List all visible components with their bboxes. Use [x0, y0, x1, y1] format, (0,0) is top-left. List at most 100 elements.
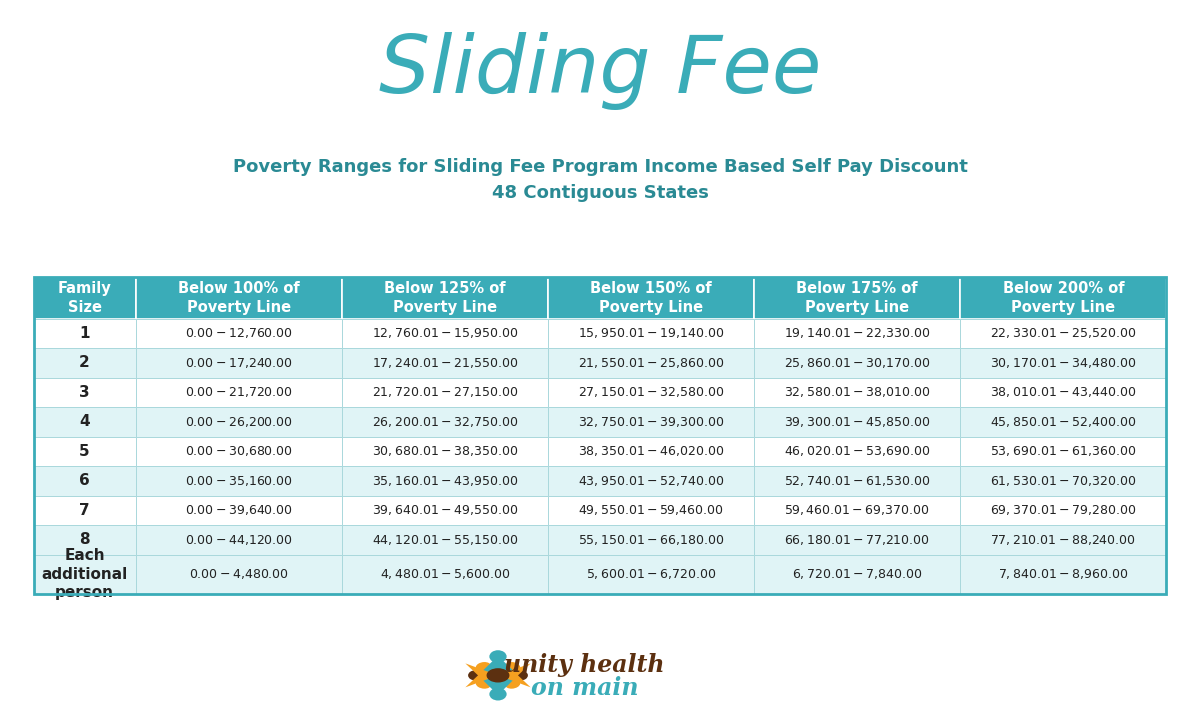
- Text: $0.00   -   $39,640.00: $0.00 - $39,640.00: [185, 503, 293, 518]
- Bar: [754, 467, 960, 495]
- Text: $0.00   -   $12,760.00: $0.00 - $12,760.00: [185, 326, 293, 341]
- Text: Below 150% of
Poverty Line: Below 150% of Poverty Line: [590, 281, 712, 315]
- Bar: [34, 467, 136, 495]
- Text: $61,530.01   -   $70,320.00: $61,530.01 - $70,320.00: [990, 474, 1136, 488]
- Bar: [960, 467, 1166, 495]
- Ellipse shape: [475, 662, 491, 671]
- Bar: [34, 348, 136, 377]
- Bar: [342, 318, 548, 348]
- Bar: [342, 377, 548, 408]
- Text: $39,640.01   -   $49,550.00: $39,640.01 - $49,550.00: [372, 503, 518, 518]
- Text: $53,690.01   -   $61,360.00: $53,690.01 - $61,360.00: [990, 444, 1136, 459]
- Bar: [136, 377, 342, 408]
- Text: $43,950.01   -   $52,740.00: $43,950.01 - $52,740.00: [578, 474, 724, 488]
- Text: $46,020.01   -   $53,690.00: $46,020.01 - $53,690.00: [784, 444, 930, 459]
- Bar: [548, 277, 754, 318]
- Text: Poverty Ranges for Sliding Fee Program Income Based Self Pay Discount: Poverty Ranges for Sliding Fee Program I…: [233, 158, 967, 176]
- Text: $49,550.01   -   $59,460.00: $49,550.01 - $59,460.00: [578, 503, 724, 518]
- Bar: [34, 277, 136, 318]
- Bar: [548, 348, 754, 377]
- Text: $25,860.01   -   $30,170.00: $25,860.01 - $30,170.00: [784, 356, 930, 370]
- Bar: [34, 436, 136, 467]
- Bar: [960, 408, 1166, 436]
- Bar: [960, 277, 1166, 318]
- Bar: [960, 377, 1166, 408]
- Ellipse shape: [468, 670, 482, 680]
- Bar: [34, 554, 136, 593]
- Bar: [136, 348, 342, 377]
- Text: $17,240.01   -   $21,550.00: $17,240.01 - $21,550.00: [372, 356, 518, 370]
- Bar: [34, 318, 136, 348]
- Bar: [548, 554, 754, 593]
- Bar: [548, 408, 754, 436]
- Bar: [754, 377, 960, 408]
- Bar: [136, 554, 342, 593]
- Polygon shape: [466, 663, 530, 688]
- Text: $32,580.01   -   $38,010.00: $32,580.01 - $38,010.00: [784, 385, 930, 400]
- Bar: [754, 277, 960, 318]
- Bar: [136, 318, 342, 348]
- Ellipse shape: [505, 662, 521, 671]
- Text: $4,480.01   -   $5,600.00: $4,480.01 - $5,600.00: [379, 567, 510, 581]
- Text: $38,010.01   -   $43,440.00: $38,010.01 - $43,440.00: [990, 385, 1136, 400]
- Text: $77,210.01   -   $88,240.00: $77,210.01 - $88,240.00: [990, 533, 1136, 547]
- Text: $0.00   -   $26,200.00: $0.00 - $26,200.00: [185, 415, 293, 429]
- Text: $5,600.01   -   $6,720.00: $5,600.01 - $6,720.00: [586, 567, 716, 581]
- Text: on main: on main: [530, 676, 638, 701]
- Bar: [342, 436, 548, 467]
- Bar: [342, 495, 548, 525]
- Bar: [34, 408, 136, 436]
- Text: $59,460.01   -   $69,370.00: $59,460.01 - $69,370.00: [785, 503, 930, 518]
- Text: $30,170.01   -   $34,480.00: $30,170.01 - $34,480.00: [990, 356, 1136, 370]
- Bar: [548, 377, 754, 408]
- Text: $6,720.01   -   $7,840.00: $6,720.01 - $7,840.00: [792, 567, 923, 581]
- Bar: [34, 525, 136, 554]
- Text: Sliding Fee: Sliding Fee: [379, 32, 821, 110]
- Text: $30,680.01   -   $38,350.00: $30,680.01 - $38,350.00: [372, 444, 518, 459]
- Bar: [342, 348, 548, 377]
- Bar: [342, 554, 548, 593]
- Text: 8: 8: [79, 533, 90, 547]
- Text: $55,150.01   -   $66,180.00: $55,150.01 - $66,180.00: [578, 533, 724, 547]
- Text: $0.00   -   $17,240.00: $0.00 - $17,240.00: [185, 356, 293, 370]
- Text: $69,370.01   -   $79,280.00: $69,370.01 - $79,280.00: [990, 503, 1136, 518]
- Text: $45,850.01   -   $52,400.00: $45,850.01 - $52,400.00: [990, 415, 1136, 429]
- Text: $35,160.01   -   $43,950.00: $35,160.01 - $43,950.00: [372, 474, 518, 488]
- Ellipse shape: [490, 650, 506, 663]
- Bar: [754, 318, 960, 348]
- Text: $22,330.01   -   $25,520.00: $22,330.01 - $25,520.00: [990, 326, 1136, 341]
- Text: $21,720.01   -   $27,150.00: $21,720.01 - $27,150.00: [372, 385, 518, 400]
- Bar: [548, 318, 754, 348]
- Text: $21,550.01   -   $25,860.00: $21,550.01 - $25,860.00: [578, 356, 724, 370]
- Text: $66,180.01   -   $77,210.00: $66,180.01 - $77,210.00: [784, 533, 930, 547]
- Bar: [136, 277, 342, 318]
- Bar: [342, 408, 548, 436]
- Text: $12,760.01   -   $15,950.00: $12,760.01 - $15,950.00: [372, 326, 518, 341]
- Text: $26,200.01   -   $32,750.00: $26,200.01 - $32,750.00: [372, 415, 518, 429]
- Bar: [34, 377, 136, 408]
- Bar: [754, 525, 960, 554]
- Text: $32,750.01   -   $39,300.00: $32,750.01 - $39,300.00: [578, 415, 724, 429]
- Bar: [136, 408, 342, 436]
- Text: $19,140.01   -   $22,330.00: $19,140.01 - $22,330.00: [784, 326, 930, 341]
- Text: 1: 1: [79, 326, 90, 341]
- Bar: [960, 348, 1166, 377]
- Text: 5: 5: [79, 444, 90, 459]
- Bar: [34, 495, 136, 525]
- Bar: [754, 408, 960, 436]
- Text: $7,840.01   -   $8,960.00: $7,840.01 - $8,960.00: [998, 567, 1128, 581]
- Text: Below 200% of
Poverty Line: Below 200% of Poverty Line: [1002, 281, 1124, 315]
- Text: Family
Size: Family Size: [58, 281, 112, 315]
- Text: $0.00   -   $44,120.00: $0.00 - $44,120.00: [185, 533, 293, 547]
- Bar: [136, 525, 342, 554]
- Text: 3: 3: [79, 385, 90, 400]
- Ellipse shape: [505, 680, 521, 689]
- Bar: [342, 525, 548, 554]
- Circle shape: [487, 669, 509, 682]
- Text: $39,300.01   -   $45,850.00: $39,300.01 - $45,850.00: [784, 415, 930, 429]
- Bar: [342, 467, 548, 495]
- Ellipse shape: [475, 680, 491, 689]
- Text: 7: 7: [79, 503, 90, 518]
- Bar: [960, 525, 1166, 554]
- Text: 2: 2: [79, 356, 90, 370]
